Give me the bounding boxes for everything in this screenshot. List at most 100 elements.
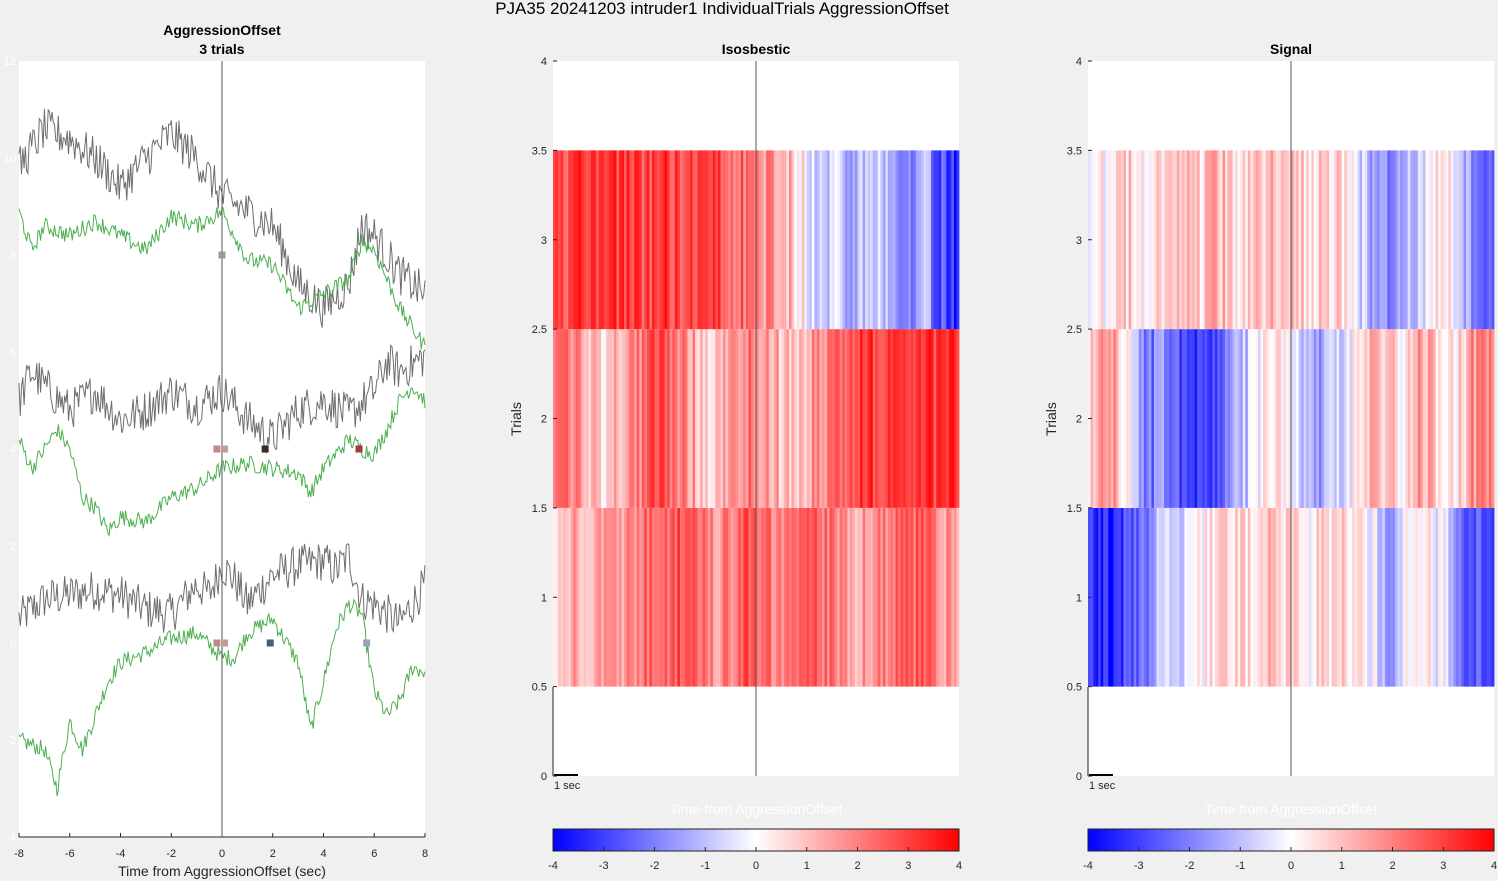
heatmap-cell	[1209, 507, 1213, 687]
heatmap-cell	[799, 329, 803, 508]
heatmap-cell	[1387, 329, 1391, 508]
heatmap-cell	[880, 507, 884, 687]
heatmap-cell	[870, 507, 874, 687]
heatmap-cell	[646, 329, 650, 508]
heatmap-cell	[1273, 329, 1277, 508]
heatmap-cell	[733, 507, 737, 687]
heatmap-cell	[1222, 150, 1226, 330]
heatmap-cell	[684, 507, 688, 687]
heatmap-cell	[905, 150, 909, 330]
heatmap-cell	[1473, 150, 1477, 330]
heatmap-cell	[908, 329, 912, 508]
heatmap-cell	[811, 150, 815, 330]
heatmap-cell	[657, 507, 660, 687]
heatmap-cell	[728, 150, 732, 330]
heatmap-cell	[613, 329, 617, 508]
heatmap-cell	[1417, 329, 1421, 508]
heatmap-cell	[1136, 329, 1140, 508]
colorbar-tick-label: -4	[1083, 860, 1093, 872]
heatmap-cell	[1095, 507, 1099, 687]
heatmap-cell	[923, 150, 927, 330]
heatmap-cell	[563, 507, 567, 687]
heatmap-cell	[791, 150, 795, 330]
heatmap-cell	[1468, 150, 1472, 330]
heatmap-cell	[847, 150, 851, 330]
heatmap-cell	[1100, 329, 1104, 508]
heatmap-cell	[578, 329, 582, 508]
heatmap-cell	[1339, 507, 1343, 687]
heatmap-cell	[933, 150, 937, 330]
heatmap-cell	[773, 150, 777, 330]
heatmap-cell	[1110, 329, 1114, 508]
heatmap-cell	[1415, 507, 1419, 687]
heatmap-cell	[728, 507, 732, 687]
heatmap-cell	[583, 329, 587, 508]
heatmap-cell	[1118, 507, 1122, 687]
heatmap-cell	[1351, 150, 1355, 330]
heatmap-cell	[580, 507, 584, 687]
heatmap-cell	[1120, 329, 1124, 508]
heatmap-cell	[1435, 507, 1439, 687]
heatmap-cell	[943, 507, 947, 687]
heatmap-cell	[1156, 329, 1160, 508]
heatmap-cell	[682, 507, 686, 687]
heatmap-cell	[560, 329, 564, 508]
heatmap-cell	[763, 507, 767, 687]
heatmap-cell	[651, 150, 655, 330]
heatmap-cell	[1415, 150, 1419, 330]
heatmap-cell	[1219, 329, 1223, 508]
heatmap-cell	[725, 150, 729, 330]
heatmap-cell	[839, 150, 843, 330]
heatmap-cell	[926, 507, 929, 687]
trace-x-tick-label: -2	[166, 848, 176, 860]
heatmap-cell	[867, 329, 871, 508]
heatmap-cell	[1265, 150, 1269, 330]
heatmap-cell	[938, 150, 942, 330]
heatmap-cell	[928, 507, 932, 687]
heatmap-cell	[941, 329, 945, 508]
heatmap-cell	[756, 150, 759, 330]
heatmap-cell	[796, 507, 800, 687]
heatmap-cell	[1430, 507, 1434, 687]
heatmap-cell	[875, 150, 879, 330]
heatmap-cell	[1425, 150, 1429, 330]
heatmap-cell	[672, 150, 676, 330]
heatmap-cell	[1397, 507, 1401, 687]
heatmap-cell	[1374, 507, 1378, 687]
heatmap-cell	[837, 507, 841, 687]
heatmap-cell	[1405, 329, 1409, 508]
heatmap-cell	[1374, 329, 1378, 508]
heatmap-cell	[1351, 329, 1355, 508]
heatmap-cell	[1133, 150, 1137, 330]
heatmap-cell	[844, 507, 848, 687]
heatmap-cell	[575, 150, 579, 330]
heatmap-cell	[1159, 150, 1162, 330]
heatmap-cell	[1306, 329, 1310, 508]
heatmap-cell	[1250, 507, 1254, 687]
heatmap-cell	[702, 150, 706, 330]
heatmap-cell	[1412, 507, 1416, 687]
heatmap-cell	[1344, 150, 1348, 330]
heatmap-cell	[837, 150, 841, 330]
heatmap-cell	[814, 507, 818, 687]
heatmap-cell	[1090, 150, 1094, 330]
heatmap-cell	[560, 507, 564, 687]
heatmap-cell	[646, 507, 650, 687]
heatmap-cell	[1341, 329, 1345, 508]
heatmap-cell	[558, 507, 562, 687]
heatmap-cell	[1453, 507, 1457, 687]
heatmap-cell	[852, 329, 856, 508]
heatmap-cell	[601, 329, 605, 508]
colorbar-tick-label: 0	[1288, 860, 1294, 872]
heatmap-cell	[745, 507, 749, 687]
heatmap-cell	[844, 329, 848, 508]
heatmap-cell	[1336, 507, 1340, 687]
heatmap-cell	[1486, 329, 1490, 508]
heatmap-cell	[715, 507, 719, 687]
heatmap-cell	[1260, 150, 1264, 330]
heatmap-cell	[1379, 150, 1383, 330]
heatmap-cell	[664, 150, 668, 330]
heatmap-cell	[624, 150, 627, 330]
heatmap-cell	[1265, 329, 1269, 508]
